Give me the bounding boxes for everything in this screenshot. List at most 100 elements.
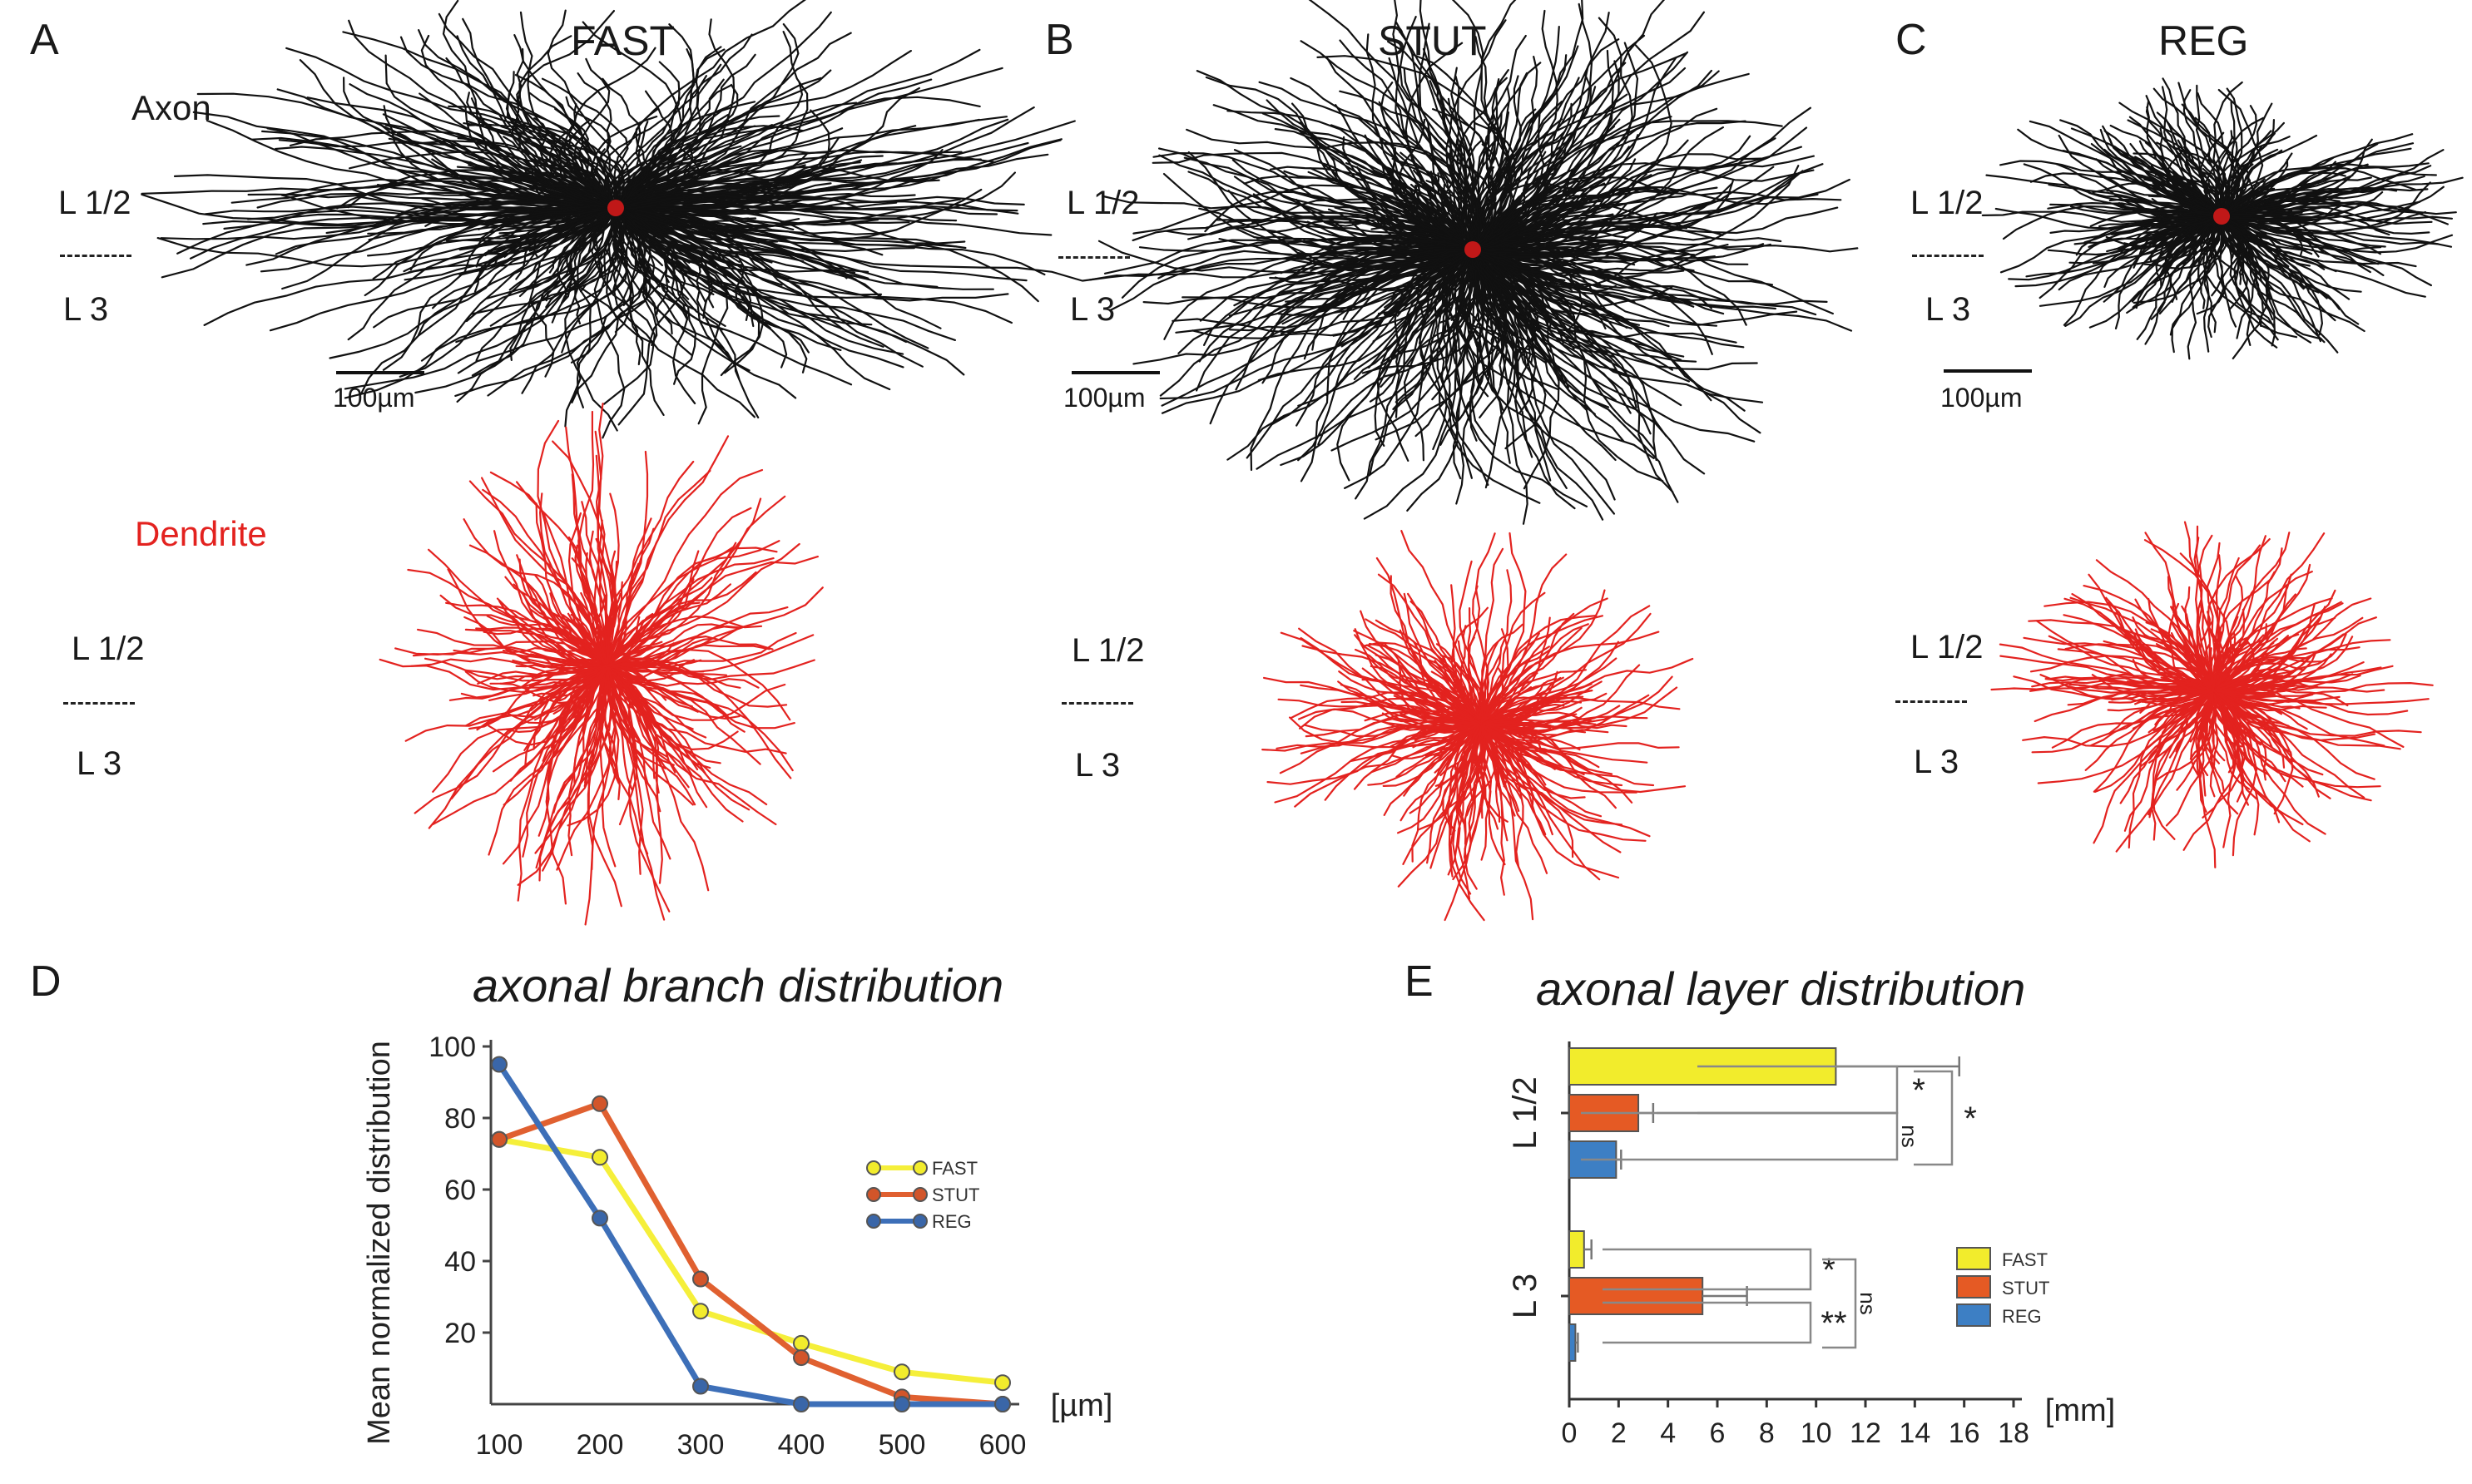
layer-label-b-dend-bottom: L 3 bbox=[1075, 747, 1121, 784]
legend-label-fast: FAST bbox=[932, 1158, 978, 1179]
scale-bar-a bbox=[336, 371, 424, 374]
legend-label-stut: STUT bbox=[2002, 1278, 2049, 1298]
legend-marker bbox=[913, 1187, 928, 1202]
soma-marker bbox=[1464, 241, 1481, 258]
panel-letter-b: B bbox=[1045, 16, 1074, 64]
legend-marker bbox=[913, 1214, 928, 1229]
layer-label-a-top: L 1/2 bbox=[58, 185, 131, 221]
bar-stut bbox=[1568, 1277, 1704, 1315]
soma-marker bbox=[607, 200, 624, 216]
axon-tree-stut bbox=[1082, 0, 1859, 525]
dendrite-tree-reg bbox=[1990, 521, 2434, 868]
x-tick-label: 14 bbox=[1899, 1417, 1930, 1449]
legend-label-stut: STUT bbox=[932, 1185, 979, 1205]
data-point-fast bbox=[692, 1303, 709, 1320]
sig-bracket-stut-reg-l3-label: ** bbox=[1821, 1305, 1846, 1342]
x-tick-label: 0 bbox=[1562, 1417, 1578, 1449]
sig-bracket-stut-reg-l3 bbox=[1603, 1301, 1812, 1344]
chart-d-title: axonal branch distribution bbox=[473, 959, 1004, 1012]
layer-label-a-dend-bottom: L 3 bbox=[77, 745, 122, 782]
panel-title-stut: STUT bbox=[1378, 17, 1487, 64]
sig-bracket-stut-reg-l12 bbox=[1581, 1111, 1899, 1161]
panel-letter-d: D bbox=[30, 957, 62, 1006]
legend-marker bbox=[866, 1214, 881, 1229]
scale-label-c: 100µm bbox=[1940, 383, 2023, 413]
scale-bar-b bbox=[1072, 371, 1160, 374]
y-tick-label: 40 bbox=[444, 1246, 476, 1278]
layer-label-c-bottom: L 3 bbox=[1925, 291, 1971, 328]
data-point-fast bbox=[793, 1334, 810, 1352]
data-point-stut bbox=[592, 1095, 608, 1112]
scale-bar-c bbox=[1944, 369, 2032, 373]
x-axis-label: [mm] bbox=[2045, 1393, 2115, 1428]
legend-swatch bbox=[1956, 1275, 1991, 1298]
x-tick-label: 2 bbox=[1611, 1417, 1627, 1449]
x-tick-label: 200 bbox=[577, 1429, 624, 1461]
x-tick-label: 18 bbox=[1998, 1417, 2029, 1449]
series-line-stut bbox=[498, 1101, 1003, 1407]
sig-bracket-fast-reg-l3 bbox=[1822, 1258, 1857, 1349]
data-point-fast bbox=[894, 1363, 910, 1381]
sig-bracket-fast-stut-l3 bbox=[1603, 1248, 1812, 1291]
data-point-fast bbox=[994, 1374, 1011, 1392]
x-tick-label: 600 bbox=[979, 1429, 1027, 1461]
chart-e-title: axonal layer distribution bbox=[1536, 962, 2026, 1015]
data-point-reg bbox=[894, 1396, 910, 1412]
sig-bracket-fast-stut-l3-label: * bbox=[1822, 1252, 1835, 1289]
legend-label-reg: REG bbox=[932, 1211, 972, 1232]
data-point-reg bbox=[491, 1056, 508, 1073]
layer-label-b-dend-top: L 1/2 bbox=[1072, 632, 1145, 669]
sig-bracket-fast-reg-l12 bbox=[1914, 1070, 1954, 1166]
soma-marker bbox=[2213, 208, 2230, 225]
y-axis-label: Mean normalized distribution bbox=[362, 1041, 397, 1445]
x-tick-label: 4 bbox=[1660, 1417, 1676, 1449]
data-point-stut bbox=[491, 1130, 508, 1148]
group-label: L 3 bbox=[1507, 1274, 1543, 1318]
legend-marker bbox=[913, 1160, 928, 1175]
x-tick-label: 12 bbox=[1850, 1417, 1881, 1449]
x-tick-label: 300 bbox=[677, 1429, 725, 1461]
x-tick-label: 10 bbox=[1801, 1417, 1832, 1449]
x-tick-label: 500 bbox=[879, 1429, 926, 1461]
data-point-reg bbox=[592, 1209, 608, 1227]
panel-letter-a: A bbox=[30, 16, 59, 64]
x-tick-label: 400 bbox=[778, 1429, 825, 1461]
series-line-fast bbox=[498, 1136, 1003, 1386]
layer-divider-a-dend bbox=[63, 702, 135, 705]
dendrite-tree-fast bbox=[379, 403, 824, 926]
y-tick-label: 20 bbox=[444, 1318, 476, 1349]
layer-label-a-dend-top: L 1/2 bbox=[72, 631, 145, 667]
layer-label-b-bottom: L 3 bbox=[1070, 291, 1116, 328]
x-tick-label: 8 bbox=[1759, 1417, 1775, 1449]
neuron-reconstructions bbox=[141, 0, 2464, 926]
x-tick-label: 6 bbox=[1710, 1417, 1726, 1449]
layer-divider-b-dend bbox=[1062, 702, 1133, 705]
layer-label-c-dend-bottom: L 3 bbox=[1914, 744, 1959, 780]
scale-label-b: 100µm bbox=[1063, 383, 1146, 413]
legend-swatch bbox=[1956, 1247, 1991, 1270]
x-axis-label: [µm] bbox=[1051, 1388, 1113, 1423]
data-point-reg bbox=[793, 1396, 810, 1412]
layer-divider-a-axon bbox=[60, 255, 131, 257]
bar-reg bbox=[1568, 1323, 1577, 1362]
data-point-reg bbox=[994, 1396, 1011, 1412]
layer-label-a-bottom: L 3 bbox=[63, 291, 109, 328]
line-chart-axonal-branch: 20 40 60 80 100 100 200 300 400 500 600 [µm] Mean no… bbox=[362, 1031, 1113, 1461]
sig-bracket-fast-reg-l3-label: ns bbox=[1855, 1292, 1880, 1314]
legend-swatch bbox=[1956, 1303, 1991, 1327]
layer-label-c-dend-top: L 1/2 bbox=[1910, 629, 1984, 665]
sig-bracket-fast-stut-l12-label: * bbox=[1912, 1072, 1925, 1109]
dendrite-label: Dendrite bbox=[135, 514, 267, 553]
panel-title-reg: REG bbox=[2158, 17, 2249, 64]
axon-tree-fast bbox=[141, 0, 1083, 439]
data-point-reg bbox=[692, 1378, 709, 1395]
axon-tree-reg bbox=[1981, 77, 2464, 360]
series-line-reg bbox=[497, 1062, 1003, 1407]
data-point-stut bbox=[692, 1270, 709, 1288]
x-tick-label: 16 bbox=[1949, 1417, 1980, 1449]
data-point-fast bbox=[592, 1149, 608, 1166]
layer-divider-c-dend bbox=[1895, 700, 1967, 703]
layer-divider-c-axon bbox=[1912, 255, 1984, 257]
panel-letter-e: E bbox=[1404, 957, 1434, 1006]
legend-label-fast: FAST bbox=[2002, 1249, 2048, 1270]
